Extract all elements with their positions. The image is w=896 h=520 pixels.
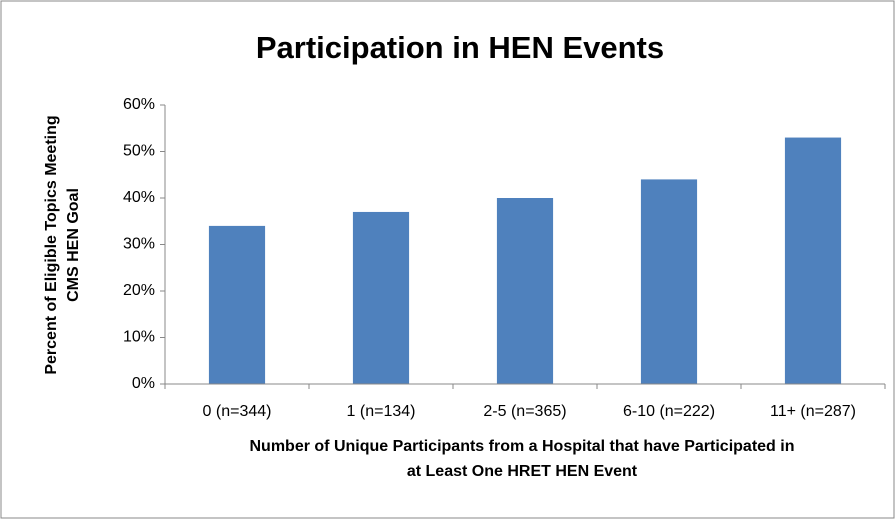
x-axis-label: Number of Unique Participants from a Hos… xyxy=(250,438,795,455)
x-tick-label: 0 (n=344) xyxy=(203,403,272,420)
y-tick-label: 50% xyxy=(123,143,155,160)
x-tick-label: 11+ (n=287) xyxy=(770,403,856,420)
bar xyxy=(784,137,842,384)
bar xyxy=(640,179,698,384)
x-tick-label: 1 (n=134) xyxy=(347,403,416,420)
x-tick-label: 6-10 (n=222) xyxy=(623,403,715,420)
y-tick-label: 60% xyxy=(123,96,155,113)
bar xyxy=(496,198,554,384)
y-tick-label: 40% xyxy=(123,189,155,206)
y-tick-label: 20% xyxy=(123,282,155,299)
y-tick-label: 0% xyxy=(132,375,155,392)
bar xyxy=(208,225,266,384)
chart-title: Participation in HEN Events xyxy=(256,30,664,65)
bar xyxy=(352,211,410,384)
y-axis-label: Percent of Eligible Topics Meeting CMS H… xyxy=(43,115,82,374)
y-axis-label-line: CMS HEN Goal xyxy=(65,188,82,302)
x-axis-label: at Least One HRET HEN Event xyxy=(407,463,638,480)
x-tick-label: 2-5 (n=365) xyxy=(483,403,566,420)
y-axis-label-line: Percent of Eligible Topics Meeting xyxy=(43,115,60,374)
y-tick-label: 10% xyxy=(123,329,155,346)
y-tick-label: 30% xyxy=(123,236,155,253)
